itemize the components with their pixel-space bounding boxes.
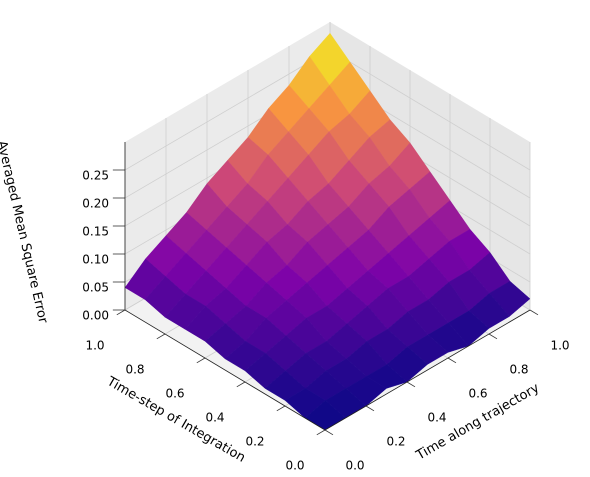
grid-line xyxy=(329,49,531,171)
tick-mark xyxy=(316,429,326,436)
z-tick-label: 0.25 xyxy=(82,169,109,183)
tick-mark xyxy=(488,333,498,340)
z-tick-label: 0.15 xyxy=(82,225,109,239)
x-tick-label: 0.2 xyxy=(386,435,405,449)
tick-mark xyxy=(365,405,375,412)
x-tick-label: 0.8 xyxy=(509,363,528,377)
tick-mark xyxy=(447,357,457,364)
tick-mark xyxy=(196,357,206,364)
tick-mark xyxy=(406,381,416,388)
grid-line xyxy=(124,49,331,171)
z-axis-label: Averaged Mean Square Error xyxy=(0,139,50,325)
y-tick-label: 0.6 xyxy=(165,387,184,401)
axis-line xyxy=(324,309,531,431)
tick-mark xyxy=(276,405,286,412)
axis-line xyxy=(124,309,326,431)
y-tick-label: 0.0 xyxy=(285,459,304,473)
z-tick-label: 0.20 xyxy=(82,197,109,211)
x-tick-label: 0.6 xyxy=(468,387,487,401)
y-tick-label: 0.8 xyxy=(125,363,144,377)
axes: 0.0 0.2 0.4 0.6 0.8 1.0 0.0 0.2 0.4 0.6 0.8 1.0 0.00… xyxy=(82,142,570,473)
tick-mark xyxy=(324,429,334,436)
x-tick-label: 0.4 xyxy=(427,411,446,425)
surface xyxy=(124,32,531,431)
y-tick-label: 0.4 xyxy=(205,411,224,425)
tick-mark xyxy=(236,381,246,388)
tick-mark xyxy=(116,309,126,316)
z-tick-label: 0.00 xyxy=(82,309,109,323)
x-tick-label: 1.0 xyxy=(550,339,569,353)
y-tick-label: 0.2 xyxy=(245,435,264,449)
x-tick-label: 0.0 xyxy=(345,459,364,473)
y-tick-label: 1.0 xyxy=(85,339,104,353)
tick-mark xyxy=(529,309,539,316)
z-tick-label: 0.05 xyxy=(82,281,109,295)
z-tick-label: 0.10 xyxy=(82,253,109,267)
tick-mark xyxy=(156,333,166,340)
